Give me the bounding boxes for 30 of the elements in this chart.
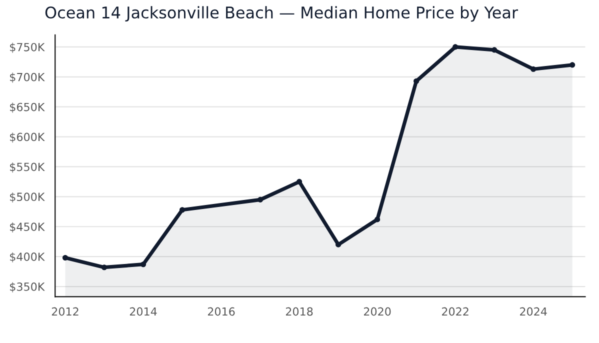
y-tick-label: $350K xyxy=(10,282,45,292)
point xyxy=(414,78,420,84)
y-tick-label: $700K xyxy=(10,72,45,83)
x-tick-label: 2020 xyxy=(364,307,391,316)
point xyxy=(258,196,264,202)
x-tick-label: 2024 xyxy=(520,307,547,316)
point xyxy=(530,66,536,72)
point xyxy=(101,264,108,270)
y-tick-label: $500K xyxy=(10,192,45,203)
x-tick-label: 2016 xyxy=(208,307,235,316)
point xyxy=(336,242,342,248)
x-tick-label: 2018 xyxy=(286,307,313,316)
x-tick-label: 2014 xyxy=(130,307,157,316)
point xyxy=(140,262,146,268)
y-tick-label: $400K xyxy=(10,252,45,262)
point xyxy=(62,254,68,261)
point xyxy=(179,207,186,213)
x-tick-label: 2012 xyxy=(52,307,78,316)
point xyxy=(374,216,380,222)
chart-title: Ocean 14 Jacksonville Beach — Median Home Price by Year xyxy=(45,6,518,22)
point xyxy=(452,44,458,50)
point xyxy=(492,47,498,53)
point xyxy=(570,62,576,68)
point xyxy=(296,178,302,184)
y-tick-label: $650K xyxy=(10,102,45,113)
y-tick-label: $600K xyxy=(10,132,45,143)
y-tick-label: $450K xyxy=(10,222,45,232)
x-tick-label: 2022 xyxy=(442,307,468,316)
y-tick-label: $550K xyxy=(10,162,45,173)
y-tick-label: $750K xyxy=(10,42,45,53)
